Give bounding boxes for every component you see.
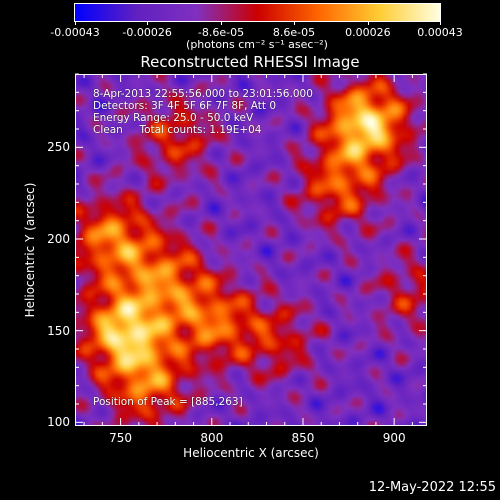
plot-title: Reconstructed RHESSI Image: [140, 53, 360, 71]
detectors-annotation: Detectors: 3F 4F 5F 6F 7F 8F, Att 0: [93, 100, 277, 112]
energy-annotation: Energy Range: 25.0 - 50.0 keV: [93, 112, 254, 124]
timestamp: 12-May-2022 12:55: [368, 480, 496, 495]
colorbar-tick: [221, 21, 222, 25]
x-tick-label: 850: [291, 431, 315, 445]
colorbar-tick: [75, 21, 76, 25]
y-tick-label: 250: [47, 140, 70, 155]
x-axis-label: Heliocentric X (arcsec): [183, 446, 319, 460]
y-tick-label: 200: [47, 232, 70, 246]
y-axis-label: Heliocentric Y (arcsec): [23, 182, 37, 318]
time-annotation: 8-Apr-2013 22:55:56.000 to 23:01:56.000: [93, 88, 313, 100]
colorbar-tick-label: -8.6e-05: [197, 26, 245, 39]
x-tick-label: 900: [382, 431, 406, 445]
colorbar-tick-label: -0.00043: [50, 26, 100, 39]
heatmap-image: [75, 74, 427, 426]
colorbar-units: (photons cm⁻² s⁻¹ asec⁻²): [186, 38, 328, 51]
colorbar-tick-label: 0.00026: [345, 26, 391, 39]
colorbar-tick-label: -0.00026: [122, 26, 172, 39]
colorbar-tick-label: 8.6e-05: [272, 26, 316, 39]
colorbar: [74, 3, 441, 22]
x-tick-label: 750: [109, 431, 133, 445]
plot-area: 8-Apr-2013 22:55:56.000 to 23:01:56.000 …: [75, 74, 427, 426]
colorbar-tick-label: 0.00043: [417, 26, 463, 39]
colorbar-tick: [294, 21, 295, 25]
x-tick-label: 800: [200, 431, 224, 445]
y-tick-label: 100: [47, 415, 70, 430]
y-tick-label: 150: [47, 323, 70, 338]
colorbar-tick: [367, 21, 369, 25]
clean-annotation: Clean Total counts: 1.19E+04: [93, 124, 262, 136]
colorbar-tick: [147, 21, 149, 25]
peak-annotation: Position of Peak = [885,263]: [93, 396, 243, 408]
colorbar-tick: [440, 21, 441, 25]
